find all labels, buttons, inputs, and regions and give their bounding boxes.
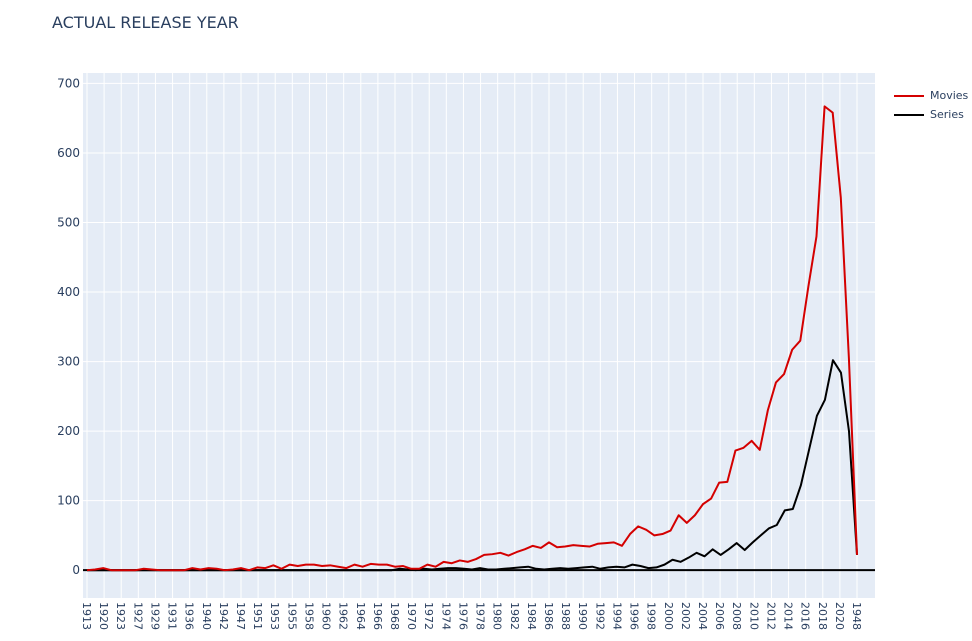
series-line-series	[87, 359, 858, 572]
x-tick-label: 1964	[354, 602, 367, 630]
legend-item-series[interactable]: Series	[894, 105, 968, 124]
legend-label-movies: Movies	[930, 89, 969, 102]
x-tick-label: 2016	[799, 602, 812, 630]
y-tick-label: 400	[57, 285, 80, 299]
x-tick-label: 1947	[234, 602, 247, 630]
x-tick-label: 2004	[696, 602, 709, 630]
x-tick-label: 1936	[183, 602, 196, 630]
x-tick-label: 1960	[320, 602, 333, 630]
series-line-movies	[86, 105, 858, 572]
y-tick-label: 300	[57, 355, 80, 369]
x-tick-label: 2020	[833, 602, 846, 630]
x-tick-label: 1980	[491, 602, 504, 630]
x-tick-label: 1996	[628, 602, 641, 630]
legend-label-series: Series	[930, 108, 964, 121]
y-tick-label: 0	[72, 563, 80, 577]
x-tick-label: 1940	[200, 602, 213, 630]
x-tick-label: 1972	[422, 602, 435, 630]
x-tick-label: 1994	[610, 602, 623, 630]
x-tick-label: 1951	[251, 602, 264, 630]
x-tick-label: 1986	[542, 602, 555, 630]
plot-area-background	[83, 73, 875, 598]
legend-swatch-movies	[894, 94, 924, 97]
x-tick-label: 1929	[148, 602, 161, 630]
x-axis-tick-labels: 1913 1920 1923 1927 1929 1931 1936 1940 1942 1947…	[80, 602, 863, 630]
x-tick-label: 1976	[456, 602, 469, 630]
x-tick-label: 1966	[371, 602, 384, 630]
legend-swatch-series	[894, 113, 924, 116]
x-tick-label: 2000	[662, 602, 675, 630]
y-tick-label: 700	[57, 76, 80, 90]
x-tick-label: 2014	[782, 602, 795, 630]
legend: Movies Series	[894, 86, 968, 124]
legend-item-movies[interactable]: Movies	[894, 86, 968, 105]
chart-title: ACTUAL RELEASE YEAR	[52, 13, 239, 32]
y-tick-label: 600	[57, 146, 80, 160]
x-tick-label: 1998	[645, 602, 658, 630]
y-tick-label: 100	[57, 494, 80, 508]
series-lines	[86, 105, 858, 572]
x-tick-label: 1984	[525, 602, 538, 630]
x-tick-label: 1948	[850, 602, 863, 630]
x-tick-label: 2010	[747, 602, 760, 630]
vertical-gridlines	[86, 73, 858, 598]
x-tick-label: 2008	[730, 602, 743, 630]
x-tick-label: 1974	[439, 602, 452, 630]
y-tick-label: 500	[57, 216, 80, 230]
x-tick-label: 2006	[713, 602, 726, 630]
x-tick-label: 1913	[80, 602, 93, 630]
x-tick-label: 1968	[388, 602, 401, 630]
y-tick-label: 200	[57, 424, 80, 438]
x-tick-label: 1923	[114, 602, 127, 630]
x-tick-label: 1982	[508, 602, 521, 630]
x-tick-label: 2018	[816, 602, 829, 630]
y-axis-tick-labels: 0 100 200 300 400 500 600 700	[57, 76, 80, 577]
x-tick-label: 1992	[593, 602, 606, 630]
x-tick-label: 2002	[679, 602, 692, 630]
x-tick-label: 1958	[302, 602, 315, 630]
x-tick-label: 1920	[97, 602, 110, 630]
x-tick-label: 1942	[217, 602, 230, 630]
x-tick-label: 1978	[474, 602, 487, 630]
x-tick-label: 1931	[166, 602, 179, 630]
x-tick-label: 1953	[268, 602, 281, 630]
x-tick-label: 1927	[131, 602, 144, 630]
x-tick-label: 1988	[559, 602, 572, 630]
x-tick-label: 1962	[337, 602, 350, 630]
x-tick-label: 1955	[285, 602, 298, 630]
x-tick-label: 1970	[405, 602, 418, 630]
x-tick-label: 2012	[764, 602, 777, 630]
x-tick-label: 1990	[576, 602, 589, 630]
